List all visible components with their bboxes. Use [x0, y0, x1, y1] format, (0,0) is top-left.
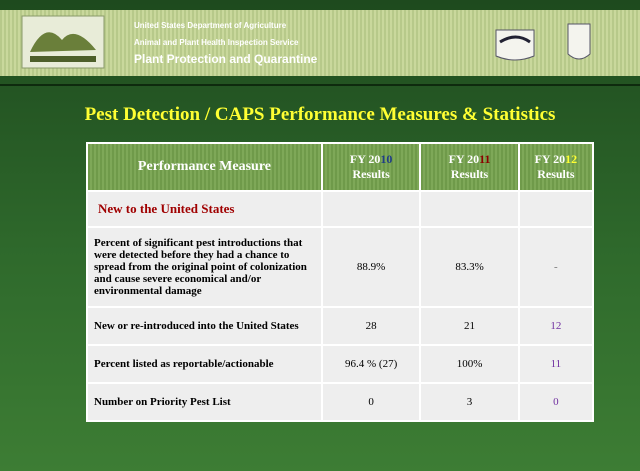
data-row: Percent listed as reportable/actionable 9… — [86, 344, 595, 384]
section-row: New to the United States — [86, 190, 595, 228]
value-cell: 96.4 % (27) — [320, 344, 422, 384]
empty-cell — [320, 190, 422, 228]
value-cell: 0 — [320, 382, 422, 422]
fy-prefix: FY 20 — [349, 152, 381, 166]
value-cell: 28 — [320, 306, 422, 346]
data-row: New or re-introduced into the United Sta… — [86, 306, 595, 346]
fy-year: 10 — [380, 152, 393, 166]
usda-logo — [495, 29, 535, 61]
column-header: FY 2010 Results — [320, 142, 422, 192]
fy-prefix: FY 20 — [448, 152, 480, 166]
measure-cell: Percent of significant pest introduction… — [86, 226, 323, 308]
measures-table: Performance Measure FY 2010 Results FY 2011… — [86, 142, 595, 422]
column-header: FY 2011 Results — [419, 142, 520, 192]
usda-logo — [499, 35, 531, 44]
measure-cell: New or re-introduced into the United Sta… — [86, 306, 323, 346]
value-cell: 12 — [517, 306, 595, 346]
logo-art — [30, 32, 96, 52]
fy-year: 12 — [565, 152, 578, 166]
fy-year: 11 — [479, 152, 491, 166]
logos — [21, 15, 591, 69]
section-label: New to the United States — [86, 190, 323, 228]
slide-title: Pest Detection / CAPS Performance Measur… — [84, 104, 556, 125]
results-label: Results — [450, 167, 489, 181]
value-cell: 0 — [517, 382, 595, 422]
service: Animal and Plant Health Inspection Servi… — [134, 38, 299, 47]
value-cell: 3 — [419, 382, 520, 422]
value-cell: 88.9% — [320, 226, 422, 308]
value-cell: 100% — [419, 344, 520, 384]
data-row: Percent of significant pest introduction… — [86, 226, 595, 308]
aphis-logo — [567, 23, 591, 60]
fy-prefix: FY 20 — [534, 152, 566, 166]
value-cell: 83.3% — [419, 226, 520, 308]
value-cell: - — [517, 226, 595, 308]
empty-cell — [517, 190, 595, 228]
value-cell: 11 — [517, 344, 595, 384]
data-row: Number on Priority Pest List 0 3 0 — [86, 382, 595, 422]
program: Plant Protection and Quarantine — [134, 52, 318, 66]
header-row: Performance Measure FY 2010 Results FY 2011… — [86, 142, 595, 192]
divider — [0, 84, 640, 86]
agency: United States Department of Agriculture — [134, 21, 287, 30]
column-header: FY 2012 Results — [517, 142, 595, 192]
measure-cell: Number on Priority Pest List — [86, 382, 323, 422]
value-cell: 21 — [419, 306, 520, 346]
results-label: Results — [537, 167, 575, 181]
empty-cell — [419, 190, 520, 228]
logo-art — [30, 56, 96, 62]
column-header: Performance Measure — [86, 142, 323, 192]
measure-cell: Percent listed as reportable/actionable — [86, 344, 323, 384]
results-label: Results — [352, 167, 390, 181]
